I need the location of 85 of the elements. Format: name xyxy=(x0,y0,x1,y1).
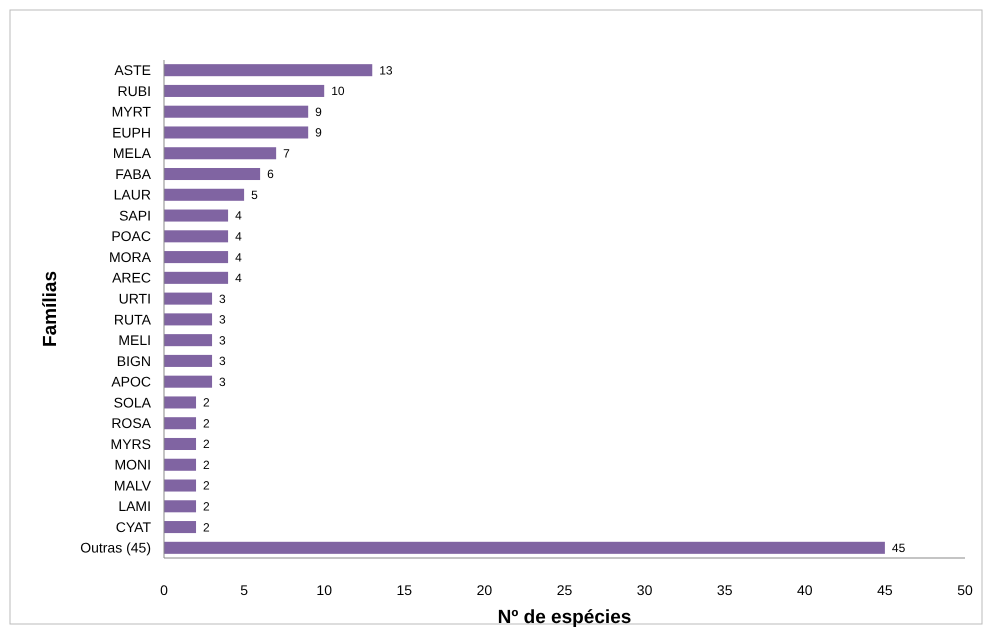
bar xyxy=(164,272,228,284)
bar xyxy=(164,313,212,326)
x-axis-title: Nº de espécies xyxy=(498,607,632,628)
data-label: 2 xyxy=(203,437,210,452)
bar xyxy=(164,147,276,160)
x-tick-label: 30 xyxy=(636,582,653,598)
data-label: 9 xyxy=(315,104,322,119)
y-tick-label: BIGN xyxy=(116,352,151,369)
x-tick-label: 25 xyxy=(556,582,572,598)
x-tick-label: 15 xyxy=(396,582,412,598)
bar xyxy=(164,292,212,305)
data-label: 3 xyxy=(219,312,226,327)
y-axis-title: Famílias xyxy=(40,270,61,348)
x-tick-label: 0 xyxy=(160,582,168,598)
bar xyxy=(164,251,228,264)
data-label: 2 xyxy=(203,458,210,472)
bar xyxy=(164,417,196,430)
bar xyxy=(164,334,212,346)
bar xyxy=(164,230,228,242)
data-label: 2 xyxy=(203,396,210,410)
x-tick-label: 10 xyxy=(316,582,332,598)
y-tick-label: LAUR xyxy=(114,186,151,203)
x-tick-label: 20 xyxy=(476,582,492,598)
bar xyxy=(164,188,244,201)
y-tick-label: MELA xyxy=(112,145,152,162)
y-tick-label: SAPI xyxy=(119,207,151,224)
y-tick-label: MONI xyxy=(114,456,151,473)
bar xyxy=(164,64,372,76)
y-tick-label: EUPH xyxy=(112,124,151,140)
x-tick-label: 5 xyxy=(240,582,248,598)
bar xyxy=(164,354,212,367)
y-tick-label: ROSA xyxy=(111,415,152,432)
data-label: 10 xyxy=(331,84,345,98)
data-label: 4 xyxy=(235,208,242,223)
y-tick-label: URTI xyxy=(118,290,151,307)
data-label: 4 xyxy=(235,230,242,244)
y-tick-label: FABA xyxy=(115,166,152,182)
bar xyxy=(164,376,212,388)
y-tick-label: APOC xyxy=(111,374,151,390)
y-tick-label: AREC xyxy=(112,270,151,286)
data-label: 3 xyxy=(219,354,226,368)
bar xyxy=(164,480,196,492)
data-label: 2 xyxy=(203,416,210,430)
bar xyxy=(164,458,196,471)
y-tick-label: SOLA xyxy=(114,394,152,410)
x-tick-label: 35 xyxy=(716,582,733,598)
data-label: 6 xyxy=(267,167,274,182)
x-tick-label: 40 xyxy=(797,582,813,598)
y-tick-label: CYAT xyxy=(116,518,152,535)
y-tick-label: MALV xyxy=(114,477,152,494)
data-label: 3 xyxy=(219,374,226,389)
bar xyxy=(164,106,308,118)
bar xyxy=(164,542,885,554)
data-label: 2 xyxy=(203,478,210,493)
data-label: 4 xyxy=(235,250,242,264)
y-tick-label: MYRS xyxy=(110,436,151,452)
bar xyxy=(164,126,308,138)
y-tick-label: Outras (45) xyxy=(80,540,151,556)
data-label: 3 xyxy=(219,333,226,348)
data-label: 2 xyxy=(203,520,210,534)
bar xyxy=(164,396,196,408)
data-label: 2 xyxy=(203,499,210,514)
bar xyxy=(164,168,260,180)
y-tick-label: MORA xyxy=(109,248,152,265)
data-label: 7 xyxy=(283,146,290,160)
y-tick-label: MELI xyxy=(118,332,151,348)
y-tick-label: RUTA xyxy=(114,311,152,328)
bar xyxy=(164,210,228,222)
y-tick-label: ASTE xyxy=(114,62,151,78)
y-tick-label: RUBI xyxy=(118,82,151,99)
bar xyxy=(164,521,196,534)
data-label: 13 xyxy=(379,63,393,78)
bar xyxy=(164,84,324,97)
bar xyxy=(164,500,196,512)
y-tick-label: MYRT xyxy=(112,104,152,120)
data-label: 4 xyxy=(235,271,242,286)
bar xyxy=(164,438,196,450)
data-label: 3 xyxy=(219,292,226,306)
x-tick-label: 45 xyxy=(877,582,893,598)
data-label: 5 xyxy=(251,188,258,202)
x-tick-label: 50 xyxy=(957,582,973,598)
y-tick-label: LAMI xyxy=(118,498,151,514)
data-label: 45 xyxy=(892,541,906,556)
y-tick-label: POAC xyxy=(111,228,151,244)
data-label: 9 xyxy=(315,126,322,140)
